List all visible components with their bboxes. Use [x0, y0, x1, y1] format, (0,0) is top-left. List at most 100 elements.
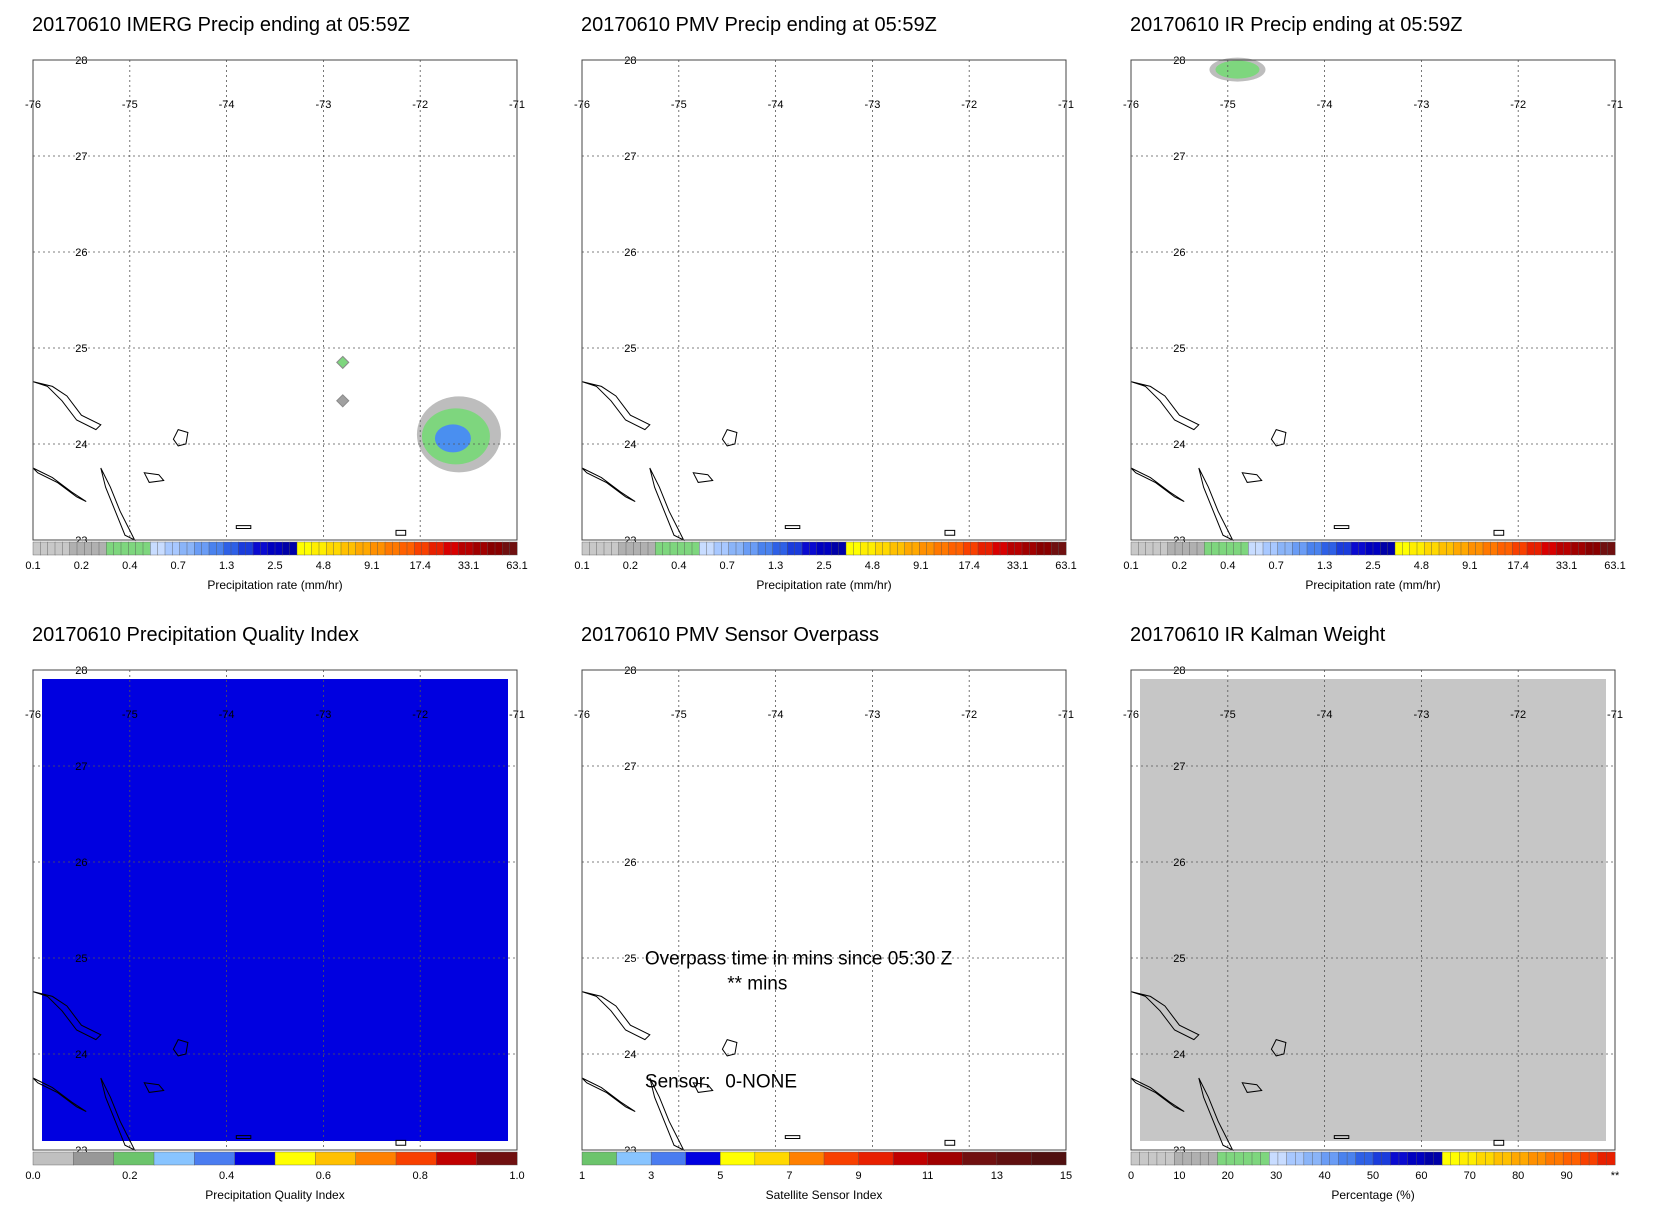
colorbar-swatch [1588, 1151, 1599, 1166]
colorbar-swatch [1438, 541, 1447, 556]
colorbar-swatch [1433, 1151, 1443, 1166]
colorbar-swatch [340, 541, 349, 556]
coastline-island [692, 472, 714, 483]
colorbar-swatch [106, 541, 115, 556]
colorbar-swatch [647, 541, 656, 556]
colorbar-swatch [867, 541, 876, 556]
colorbar-swatch [282, 541, 291, 556]
lat-tick-label: 24 [75, 1049, 87, 1061]
sensor-label: Sensor: [645, 1072, 710, 1093]
coastline-island [1241, 472, 1263, 483]
colorbar-swatch [1138, 541, 1147, 556]
colorbar-swatch [113, 1151, 155, 1166]
colorbar-swatch [1043, 541, 1052, 556]
colorbar-swatch [1211, 541, 1220, 556]
colorbar-swatch [720, 1151, 756, 1166]
colorbar-swatch [1365, 541, 1374, 556]
colorbar-swatch [1459, 1151, 1469, 1166]
colorbar-swatch [73, 1151, 115, 1166]
colorbar-swatch [472, 541, 481, 556]
colorbar-swatch [889, 541, 898, 556]
colorbar-swatch [186, 541, 195, 556]
colorbar-swatch [32, 1151, 74, 1166]
colorbar-swatch [801, 541, 810, 556]
map-background [582, 670, 1066, 1150]
coastline-island [172, 1039, 189, 1057]
map-fill-field [1140, 679, 1606, 1141]
colorbar-swatch [487, 541, 496, 556]
coastline-island [235, 1135, 252, 1139]
colorbar-swatch [996, 1151, 1032, 1166]
colorbar-swatch [1578, 541, 1587, 556]
colorbar-swatch [933, 541, 942, 556]
colorbar-tick-label: 40 [1318, 1170, 1330, 1182]
colorbar-swatch [1234, 1151, 1244, 1166]
colorbar-swatch [1167, 541, 1176, 556]
colorbar-swatch [1490, 541, 1499, 556]
overpass-time-label: Overpass time in mins since 05:30 Z [645, 949, 953, 970]
colorbar-swatch [1303, 1151, 1314, 1166]
colorbar-tick-label: 1.3 [1317, 560, 1332, 572]
colorbar-swatch [1145, 541, 1154, 556]
lat-tick-label: 26 [75, 857, 87, 869]
coastline-island [1493, 1139, 1505, 1146]
colorbar-swatch [260, 541, 269, 556]
colorbar-swatch [494, 541, 503, 556]
colorbar-swatch [809, 541, 818, 556]
gridlines [1131, 670, 1615, 1150]
lon-tick-label: -73 [864, 709, 880, 721]
colorbar-swatch [289, 541, 298, 556]
coastline-island [784, 1135, 801, 1139]
colorbar-tick-label: ** [1611, 1170, 1620, 1182]
colorbar-swatch [142, 541, 151, 556]
colorbar-swatch [1191, 1151, 1201, 1166]
colorbar-swatch [1502, 1151, 1512, 1166]
colorbar-swatch [685, 1151, 721, 1166]
colorbar-swatch [1225, 1151, 1236, 1166]
colorbar-swatch [1372, 541, 1381, 556]
colorbar-swatch [1165, 1151, 1175, 1166]
lat-tick-label: 24 [624, 1049, 636, 1061]
colorbar-tick-label: 7 [786, 1170, 792, 1182]
colorbar-tick-label: 9.1 [1462, 560, 1477, 572]
lat-tick-label: 27 [1173, 761, 1185, 773]
colorbar-swatch [1218, 541, 1227, 556]
colorbar-swatch [1284, 541, 1293, 556]
colorbar-label: Precipitation rate (mm/hr) [207, 578, 342, 592]
colorbar-swatch [476, 1151, 518, 1166]
colorbar-swatch [955, 541, 964, 556]
colorbar-swatch [1606, 1151, 1616, 1166]
lat-tick-label: 25 [1173, 953, 1185, 965]
colorbar-tick-label: 33.1 [1007, 560, 1028, 572]
colorbar-swatch [304, 541, 313, 556]
colorbar-swatch [1504, 541, 1513, 556]
colorbar-swatch [1372, 1151, 1383, 1166]
colorbar-swatch [618, 541, 627, 556]
colorbar-swatch [677, 541, 686, 556]
colorbar-swatch [1394, 541, 1403, 556]
colorbar-swatch [633, 541, 642, 556]
colorbar-swatch [706, 541, 715, 556]
coastline-island [581, 381, 651, 431]
colorbar-swatch [421, 541, 430, 556]
colorbar-swatch [326, 541, 335, 556]
colorbar-swatch [315, 1151, 357, 1166]
colorbar-swatch [443, 541, 452, 556]
colorbar-swatch [1240, 541, 1249, 556]
colorbar-tick-label: 9.1 [364, 560, 379, 572]
coastline-island [1130, 1077, 1185, 1113]
colorbar-swatch [816, 541, 825, 556]
colorbar-swatch [1402, 541, 1411, 556]
lat-tick-label: 26 [624, 247, 636, 259]
colorbar-swatch [992, 541, 1001, 556]
colorbar-tick-label: 0.7 [1269, 560, 1284, 572]
colorbar-tick-label: 0.4 [219, 1170, 234, 1182]
colorbar-swatch [1233, 541, 1242, 556]
colorbar-tick-label: 9.1 [913, 560, 928, 572]
colorbar-tick-label: 17.4 [409, 560, 430, 572]
colorbar-swatch [650, 1151, 687, 1166]
lon-tick-label: -74 [1317, 709, 1333, 721]
panel-title: 20170610 Precipitation Quality Index [32, 624, 359, 646]
